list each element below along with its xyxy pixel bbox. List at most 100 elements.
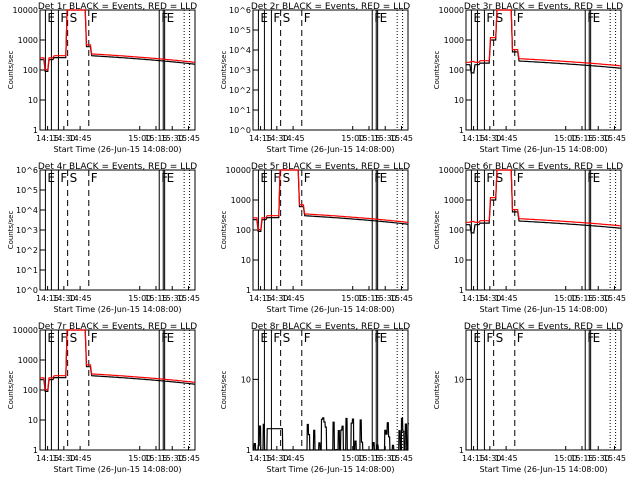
y-tick-label: 10^4 — [229, 46, 251, 55]
flag-label: S — [70, 331, 78, 345]
x-tick-label: 14:30 — [52, 454, 75, 463]
panel-5: Det 5r BLACK = Events, RED = LLD Counts/s… — [220, 162, 413, 314]
y-tick-label: 10^5 — [16, 186, 38, 195]
y-tick-label: 10 — [241, 375, 251, 384]
y-tick-label: 1000 — [18, 356, 38, 365]
x-tick-label: 15:00 — [341, 134, 364, 143]
y-tick-label: 10 — [28, 96, 38, 105]
panel-title: Det 3r BLACK = Events, RED = LLD — [464, 2, 623, 12]
x-tick-label: 14:30 — [265, 454, 288, 463]
x-tick-label: 15:00 — [554, 134, 577, 143]
x-tick-label: 15:15 — [570, 134, 593, 143]
x-tick-label: 14:15 — [36, 454, 59, 463]
flag-label: F — [486, 171, 493, 185]
flag-label: E — [260, 331, 268, 345]
panel-6: Det 6r BLACK = Events, RED = LLD Counts/s… — [433, 162, 626, 314]
x-axis-label: Start Time (26-Jun-15 14:08:00) — [267, 305, 395, 314]
flag-label: E — [593, 11, 601, 25]
x-tick-label: 15:30 — [374, 294, 397, 303]
y-tick-label: 1000 — [444, 196, 464, 205]
y-tick-label: 100 — [236, 226, 251, 235]
y-tick-label: 10^3 — [16, 226, 38, 235]
flag-label: F — [304, 11, 311, 25]
x-axis-label: Start Time (26-Jun-15 14:08:00) — [480, 305, 608, 314]
y-axis-label: Counts/sec — [7, 211, 15, 250]
x-tick-label: 15:00 — [341, 294, 364, 303]
flag-label: E — [167, 171, 175, 185]
flag-label: F — [60, 171, 67, 185]
flag-label: F — [273, 331, 280, 345]
x-tick-label: 14:15 — [249, 294, 272, 303]
x-tick-label: 15:30 — [587, 454, 610, 463]
series-events — [40, 329, 196, 392]
panel-title: Det 1r BLACK = Events, RED = LLD — [38, 2, 197, 12]
flag-label: E — [380, 171, 388, 185]
y-tick-label: 1000 — [18, 36, 38, 45]
y-tick-label: 1 — [459, 126, 464, 135]
flag-label: F — [304, 171, 311, 185]
flag-label: F — [273, 11, 280, 25]
x-tick-label: 14:15 — [36, 294, 59, 303]
flag-label: S — [496, 171, 504, 185]
y-tick-label: 10 — [241, 256, 251, 265]
flag-label: F — [91, 171, 98, 185]
flag-label: F — [517, 331, 524, 345]
x-tick-label: 14:30 — [478, 294, 501, 303]
plot-frame — [252, 169, 409, 291]
series-events — [253, 417, 409, 451]
x-axis-label: Start Time (26-Jun-15 14:08:00) — [54, 465, 182, 474]
x-tick-label: 14:30 — [52, 294, 75, 303]
x-tick-label: 14:30 — [52, 134, 75, 143]
plot-frame — [465, 169, 622, 291]
y-tick-label: 1 — [246, 446, 251, 455]
flag-label: E — [380, 331, 388, 345]
x-axis-label: Start Time (26-Jun-15 14:08:00) — [54, 145, 182, 154]
plot-frame — [39, 9, 196, 131]
y-axis-label: Counts/sec — [7, 371, 15, 410]
y-tick-label: 10000 — [13, 326, 38, 335]
series-events — [40, 9, 196, 72]
y-tick-label: 10000 — [226, 166, 251, 175]
y-tick-label: 100 — [449, 66, 464, 75]
x-tick-label: 15:30 — [161, 134, 184, 143]
plot-frame — [252, 9, 409, 131]
x-tick-label: 15:15 — [357, 134, 380, 143]
x-tick-label: 14:15 — [249, 134, 272, 143]
y-tick-label: 100 — [23, 386, 38, 395]
flag-label: F — [517, 171, 524, 185]
x-tick-label: 15:00 — [128, 454, 151, 463]
x-tick-label: 15:30 — [161, 454, 184, 463]
y-axis-label: Counts/sec — [433, 211, 441, 250]
y-axis-label: Counts/sec — [220, 371, 228, 410]
x-tick-label: 14:15 — [36, 134, 59, 143]
y-tick-label: 10^0 — [16, 286, 38, 295]
x-tick-label: 15:45 — [603, 454, 626, 463]
y-tick-label: 10 — [454, 375, 464, 384]
series-events — [253, 169, 409, 232]
x-tick-label: 15:30 — [374, 454, 397, 463]
y-tick-label: 10^0 — [229, 126, 251, 135]
x-tick-label: 15:45 — [177, 454, 200, 463]
y-axis-label: Counts/sec — [7, 51, 15, 90]
y-axis-label: Counts/sec — [433, 51, 441, 90]
y-tick-label: 100 — [449, 226, 464, 235]
flag-label: E — [260, 11, 268, 25]
flag-label: E — [260, 171, 268, 185]
x-tick-label: 14:30 — [265, 294, 288, 303]
x-tick-label: 15:30 — [161, 294, 184, 303]
series-lld — [40, 9, 196, 71]
panel-1: Det 1r BLACK = Events, RED = LLD Counts/s… — [7, 2, 200, 154]
flag-label: F — [486, 11, 493, 25]
x-tick-label: 15:30 — [374, 134, 397, 143]
panel-title: Det 2r BLACK = Events, RED = LLD — [251, 2, 410, 12]
flag-label: E — [593, 171, 601, 185]
plot-frame — [39, 169, 196, 291]
series-events — [466, 169, 622, 234]
x-tick-label: 15:15 — [144, 454, 167, 463]
x-tick-label: 14:15 — [249, 454, 272, 463]
x-tick-label: 15:45 — [390, 454, 413, 463]
y-tick-label: 10^1 — [16, 266, 38, 275]
y-tick-label: 10^5 — [229, 26, 251, 35]
flag-label: E — [473, 11, 481, 25]
flag-label: S — [496, 331, 504, 345]
